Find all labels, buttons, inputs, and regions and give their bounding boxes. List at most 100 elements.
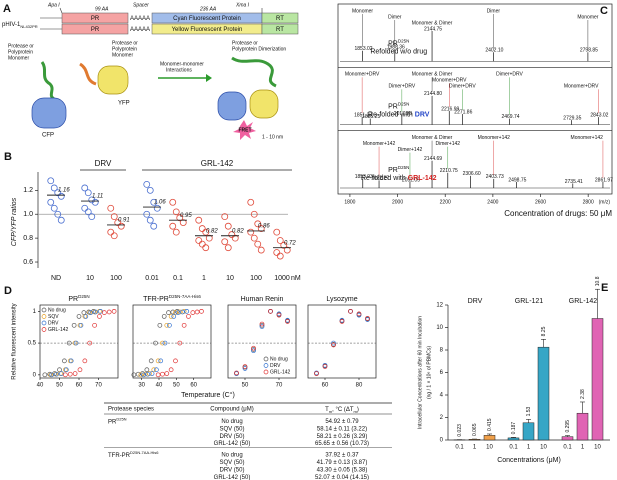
panel-a: A Apa I 99 AA Spacer 236 AA Xma I pHIV-1… — [2, 2, 299, 140]
table-cell: No drug — [221, 453, 242, 459]
data-point — [92, 322, 97, 328]
x-tick-label: 70 — [276, 383, 283, 389]
data-point — [276, 252, 284, 260]
data-point — [259, 322, 265, 328]
arrow-head — [206, 74, 212, 82]
distance-label: 1 - 10 nm — [262, 134, 283, 140]
data-point — [50, 204, 58, 212]
header-part: , °C (ΔT — [332, 407, 354, 413]
x-tick-label: 2600 — [535, 199, 546, 205]
peak-name: Dimer — [388, 14, 402, 20]
title-text: TFR-PR — [143, 296, 169, 303]
data-point — [356, 312, 362, 318]
value-label: 1.53 — [526, 406, 532, 416]
data-point — [331, 342, 336, 348]
x-tick-label: 30 — [138, 383, 145, 389]
bar — [522, 422, 535, 441]
y-tick-label: 10 — [436, 325, 443, 331]
peak-value: 2271.86 — [454, 109, 472, 115]
peak-name: Monomer+142 — [571, 135, 604, 141]
plasmid-name: pHIV-1 — [2, 22, 21, 28]
x-tick-label: 1 — [527, 445, 531, 451]
protein-sup: D25N — [398, 165, 410, 170]
y-tick-label: 0.8 — [23, 235, 33, 242]
peak-name: Monomer & Dimer — [412, 20, 453, 26]
data-point — [153, 204, 161, 212]
x-tick-label: 100 — [250, 275, 262, 282]
peak-value: 2843.02 — [590, 112, 608, 118]
spectrum-subtitle: Refolded w/o drug — [370, 48, 427, 55]
bar — [483, 435, 496, 441]
x-tick-label: 60 — [190, 383, 197, 389]
data-point — [190, 310, 196, 315]
x-tick-label: 1 — [202, 275, 206, 282]
subtitle-text: Re-folded with — [368, 111, 413, 118]
x-tick-label: 1 — [473, 445, 477, 451]
data-point — [145, 371, 151, 377]
title-sup: D25N-7AA-His6 — [169, 294, 202, 299]
data-point — [175, 310, 181, 315]
rt-label: RT — [276, 27, 284, 33]
data-point — [76, 314, 82, 319]
legend-marker — [263, 363, 269, 368]
y-tick-label: 8 — [440, 348, 444, 354]
plot-frame — [227, 304, 297, 379]
data-point — [84, 208, 92, 216]
peak-name: Dimer+DRV — [449, 84, 476, 90]
legend-marker — [41, 314, 47, 319]
mean-label: 0.91 — [118, 218, 130, 224]
table-cell: 37.92 ± 0.37 — [325, 453, 359, 459]
data-point — [242, 364, 248, 369]
data-point — [259, 324, 265, 329]
peak-value: 1853.93 — [355, 174, 373, 180]
x-tick-label: 50 — [242, 383, 249, 389]
header-part: m — [329, 409, 333, 414]
group-label: DRV — [468, 298, 483, 305]
peak-name: Dimer+DRV — [388, 84, 415, 90]
data-point — [143, 210, 151, 218]
x-tick-label: 100 — [110, 275, 122, 282]
x-tick-label: 1000 — [274, 275, 290, 282]
data-point — [276, 312, 282, 318]
data-point — [314, 371, 319, 376]
spectrum-label: PRD25N — [388, 38, 409, 47]
table-cell: GRL-142 (50) — [214, 475, 251, 480]
data-point — [247, 198, 255, 206]
data-point — [199, 308, 204, 314]
table-cell: 52.07 ± 0.04 (14.15) — [315, 475, 369, 480]
data-point — [167, 322, 172, 328]
pr-box — [61, 23, 129, 35]
peak-value: 2052.05 — [402, 177, 420, 183]
value-label: 0.065 — [472, 423, 478, 436]
data-point — [202, 228, 210, 236]
peak-value: 2469.74 — [501, 114, 519, 120]
group-label: GRL-121 — [515, 298, 544, 305]
data-point — [202, 244, 210, 252]
data-point — [283, 246, 291, 254]
mean-label: 1.11 — [92, 194, 103, 200]
plasmid-sub: NL432PR — [20, 24, 37, 29]
data-point — [164, 371, 170, 376]
data-point — [143, 180, 151, 188]
data-point — [169, 222, 177, 230]
data-point — [93, 309, 98, 315]
data-point — [172, 228, 180, 236]
peak-value: 2306.60 — [463, 171, 481, 177]
data-point — [141, 372, 146, 378]
cfp-barrel — [217, 91, 247, 121]
panel-letter: D — [4, 285, 12, 297]
x-tick-label: 50 — [173, 383, 180, 389]
x-axis-label: Temperature (C°) — [181, 391, 235, 399]
peak-value: 2210.75 — [440, 168, 458, 174]
length-label: 236 AA — [199, 6, 217, 12]
panel-letter: E — [601, 282, 608, 294]
y-tick-label: 1 — [33, 309, 37, 315]
peak-value: 2216.99 — [441, 106, 459, 112]
data-point — [54, 371, 59, 377]
peak-value: 2017.98 — [394, 111, 412, 117]
data-point — [224, 244, 232, 252]
value-label: 2.38 — [580, 389, 586, 399]
legend-label: GRL-142 — [270, 369, 291, 375]
y-tick-label: 1.0 — [23, 211, 33, 218]
species-label: TFR-PRD25N-7AA-His6 — [108, 450, 159, 459]
